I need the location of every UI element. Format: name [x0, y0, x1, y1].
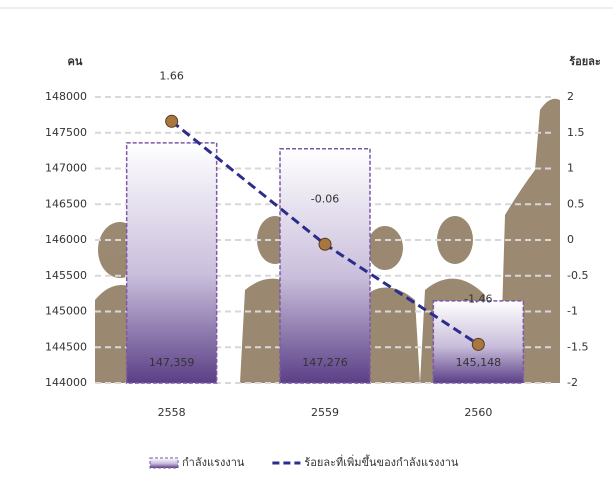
y2-tick-label: -0.5 [567, 269, 588, 282]
y2-axis-title: ร้อยละ [569, 55, 601, 68]
bar-value-label: 147,276 [302, 356, 348, 369]
line-value-label: -0.06 [311, 192, 339, 205]
line-value-label: -1.46 [464, 292, 492, 305]
y2-tick-label: 0 [567, 233, 574, 246]
y2-tick-label: -1 [567, 305, 578, 318]
y-tick-label: 144500 [45, 340, 87, 353]
bar-value-label: 145,148 [456, 356, 502, 369]
legend-label: ร้อยละที่เพิ่มขึ้นของกำลังแรงงาน [304, 454, 459, 469]
line-point [318, 237, 332, 251]
y2-tick-label: -2 [567, 376, 578, 389]
y-tick-label: 144000 [45, 376, 87, 389]
y2-tick-label: 2 [567, 90, 574, 103]
x-tick-label: 2558 [158, 406, 186, 419]
y2-tick-label: 0.5 [567, 197, 585, 210]
legend-label: กำลังแรงงาน [182, 456, 245, 469]
y-tick-label: 146500 [45, 197, 87, 210]
line-point [471, 337, 485, 351]
x-tick-label: 2559 [311, 406, 339, 419]
y-tick-label: 146000 [45, 233, 87, 246]
bar-value-label: 147,359 [149, 356, 195, 369]
bar [125, 142, 218, 384]
x-tick-label: 2560 [464, 406, 492, 419]
y-tick-label: 147500 [45, 126, 87, 139]
y-tick-label: 145000 [45, 305, 87, 318]
y-tick-label: 148000 [45, 90, 87, 103]
line-value-label: 1.66 [159, 69, 184, 82]
y-tick-label: 145500 [45, 269, 87, 282]
line-point [165, 114, 179, 128]
y2-tick-label: -1.5 [567, 340, 588, 353]
legend-swatch [149, 457, 179, 469]
y2-tick-label: 1 [567, 162, 574, 175]
y2-tick-label: 1.5 [567, 126, 585, 139]
y-axis-title: คน [68, 55, 83, 68]
bar [279, 148, 371, 384]
y-tick-label: 147000 [45, 162, 87, 175]
